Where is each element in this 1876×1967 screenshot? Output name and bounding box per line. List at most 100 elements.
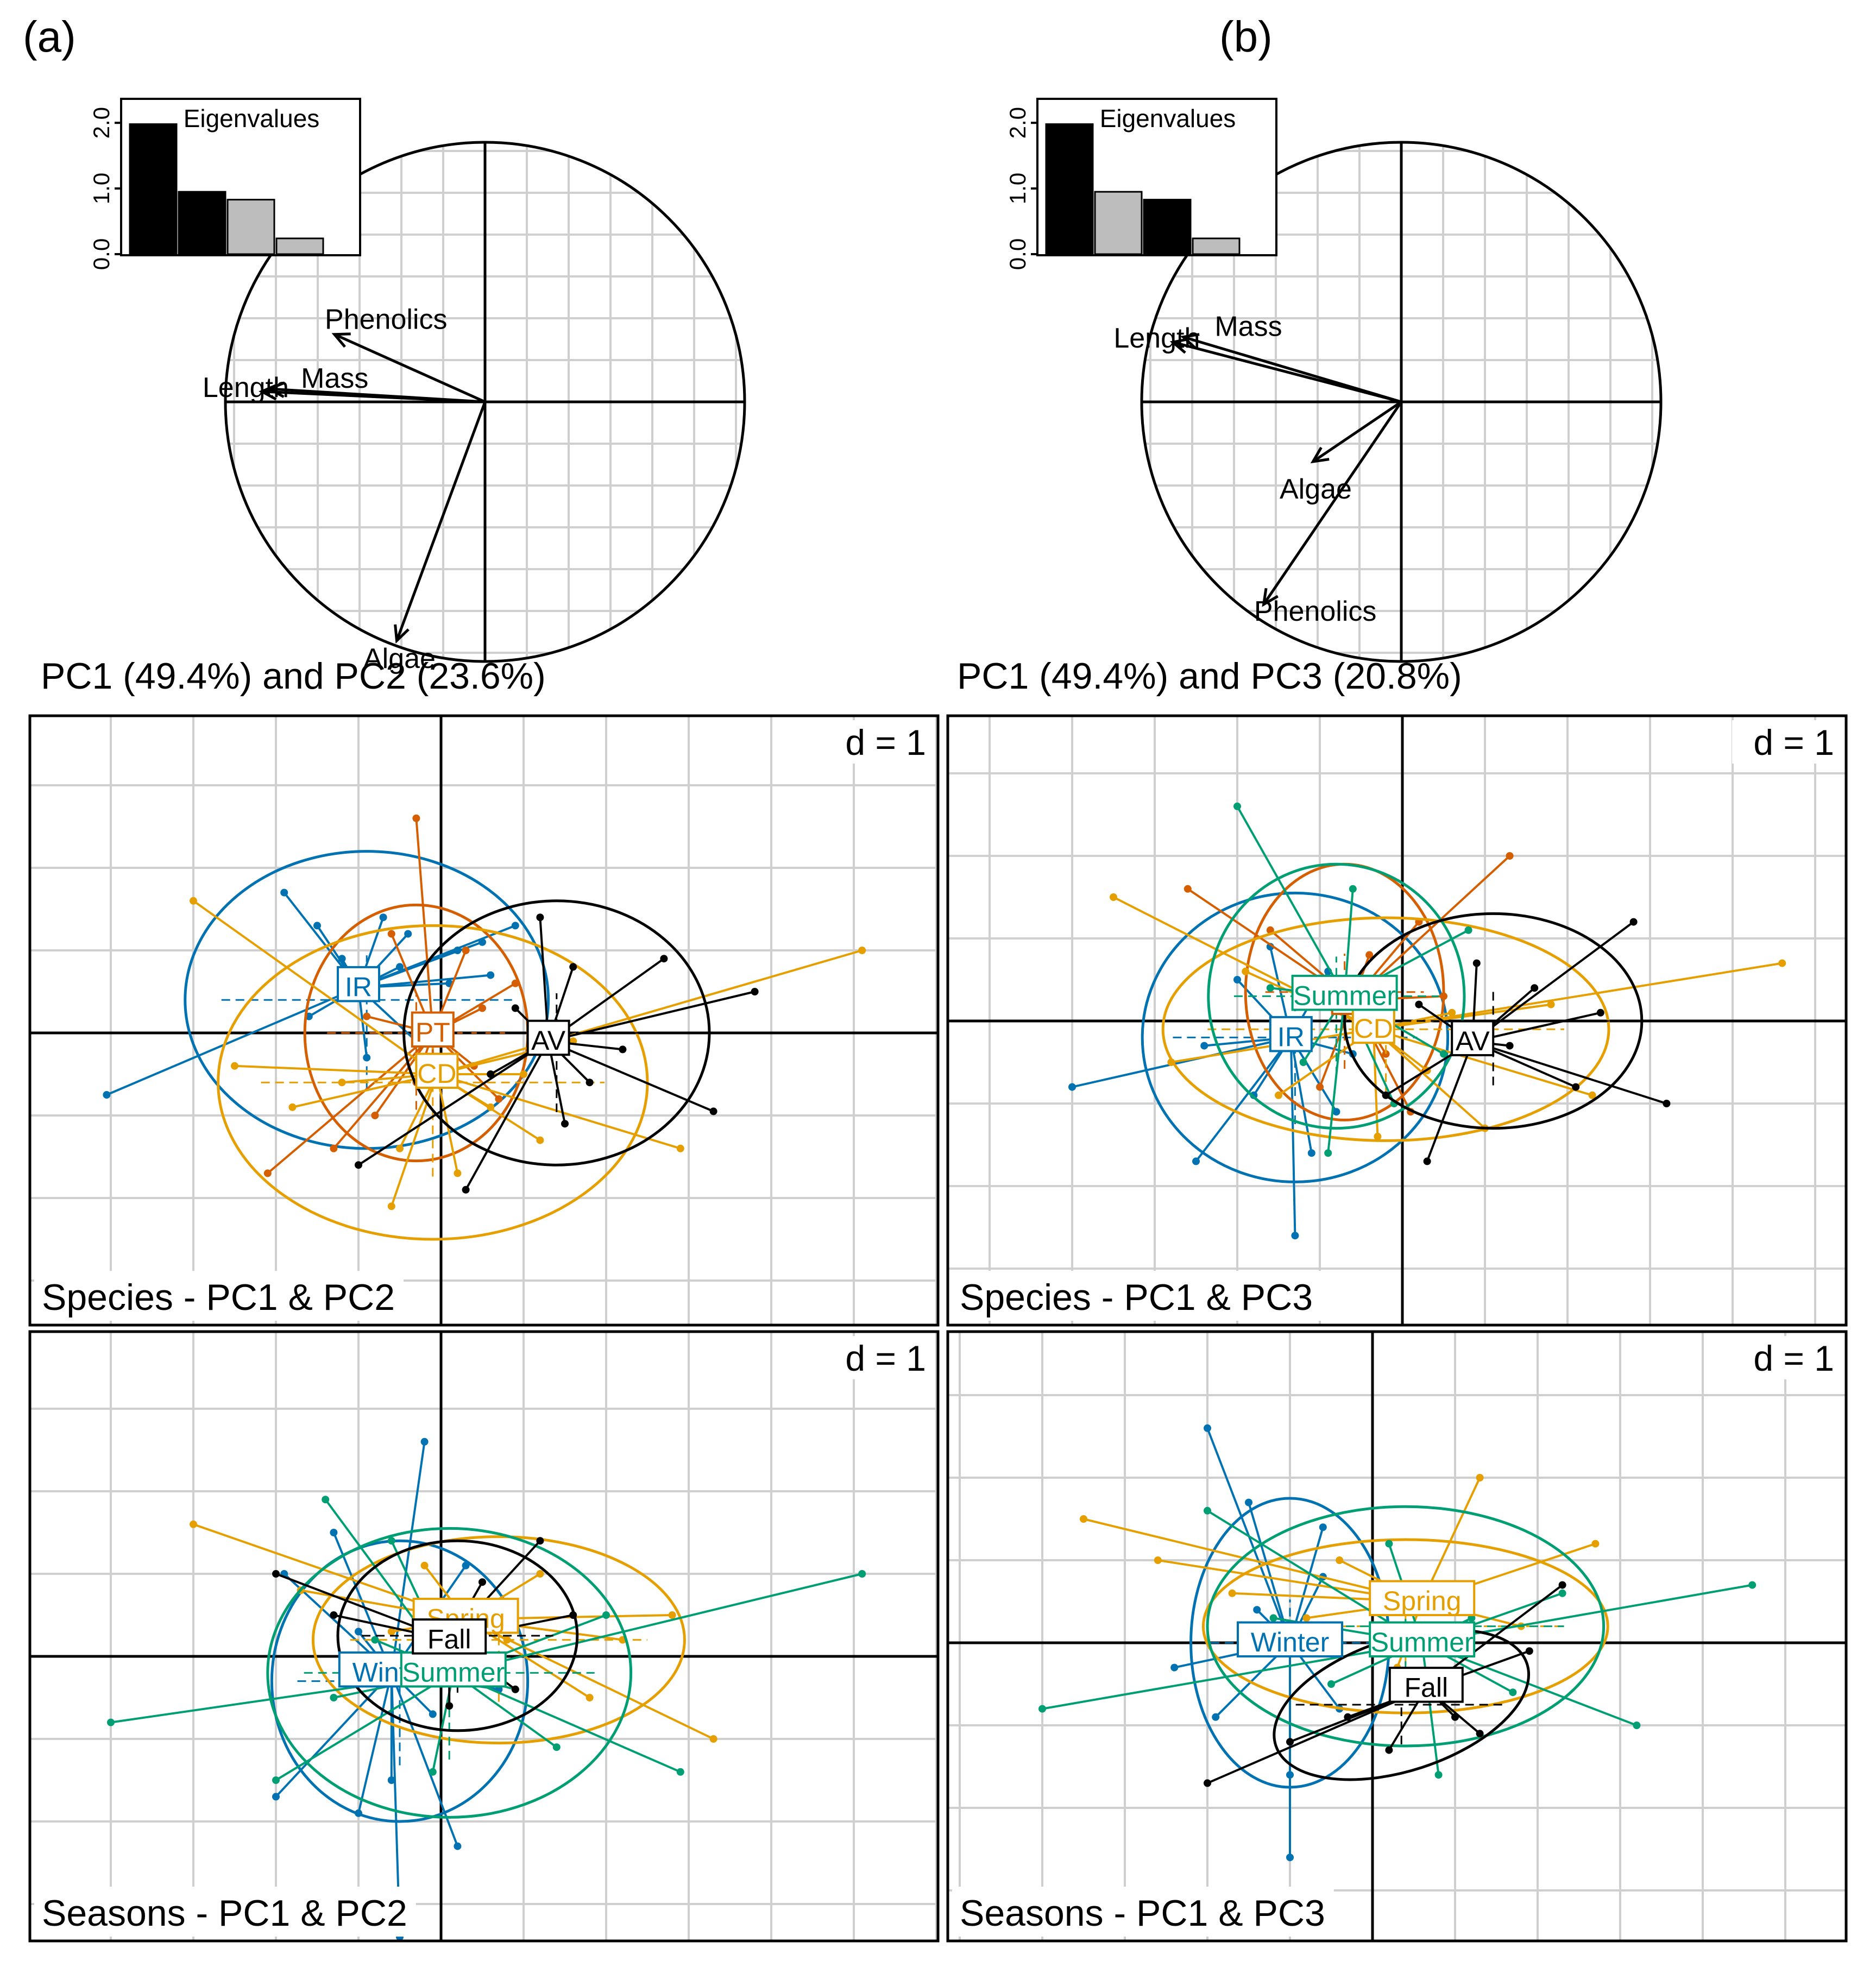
data-point	[1382, 1050, 1390, 1058]
panel-title-bg	[952, 1887, 1334, 1937]
data-point	[363, 1012, 371, 1020]
eigenvalue-bar	[1192, 237, 1241, 255]
eigenvalues-label: Eigenvalues	[184, 104, 320, 133]
data-point	[1423, 1157, 1431, 1165]
data-point	[1506, 1042, 1514, 1050]
star-segment	[1373, 1028, 1593, 1096]
star-segment	[1472, 1041, 1667, 1105]
panel-border	[28, 1330, 940, 1943]
data-point	[387, 930, 395, 938]
data-point	[1440, 1050, 1447, 1058]
panel-title: Seasons - PC1 & PC2	[42, 1893, 407, 1934]
data-point	[1344, 1713, 1352, 1721]
star-segment	[1421, 1642, 1440, 1775]
eigenvalue-bar	[178, 191, 226, 255]
scale-label: d = 1	[845, 1338, 926, 1378]
eigenvalue-bar	[275, 237, 324, 255]
group-ellipse-av	[1343, 912, 1644, 1130]
data-point	[1242, 967, 1250, 975]
group-ellipse-av	[402, 899, 711, 1167]
group-label-av: AV	[1456, 1026, 1490, 1056]
data-point	[1336, 1556, 1344, 1564]
data-point	[103, 1091, 111, 1099]
group-label-cd: CD	[1354, 1013, 1393, 1044]
data-point	[1299, 1058, 1307, 1066]
data-point	[660, 955, 668, 963]
data-point	[1183, 885, 1192, 893]
data-point	[1291, 1232, 1299, 1240]
data-point	[619, 1045, 627, 1054]
loading-arrow-mass	[1182, 336, 1402, 404]
data-point	[1385, 1540, 1393, 1548]
variable-label-mass: Mass	[1214, 311, 1282, 343]
panel-border	[946, 714, 1848, 1327]
group-label-box-av	[526, 1019, 570, 1056]
data-point	[1319, 1523, 1327, 1531]
data-point	[495, 1095, 503, 1103]
data-point	[1663, 1100, 1671, 1107]
data-point	[536, 1537, 544, 1545]
eigen-tick-label: 0.0	[1005, 238, 1030, 270]
species-pc1-pc2-plot: IR PT CD AV d = 1 Species - PC1 & PC2	[28, 714, 940, 1327]
eigenvalue-bar	[226, 199, 275, 255]
group-label-box-ir	[337, 966, 380, 1003]
data-point	[709, 1735, 717, 1743]
data-point	[536, 913, 544, 922]
data-point	[1509, 1688, 1517, 1697]
panel-content: IR PT CD AV	[30, 716, 938, 1325]
star-segment	[1373, 1028, 1486, 1130]
data-point	[1080, 1515, 1087, 1523]
data-point	[107, 1718, 115, 1726]
scale-label: d = 1	[1753, 722, 1834, 762]
data-point	[1212, 1713, 1220, 1721]
group-label-box-winter	[1237, 1621, 1343, 1657]
data-point	[420, 1561, 429, 1569]
circle-a-title: PC1 (49.4%) and PC2 (23.6%)	[41, 655, 546, 697]
data-point	[396, 963, 404, 971]
data-point	[387, 1537, 395, 1545]
eigenvalue-bar	[129, 123, 178, 255]
star-segment	[1207, 1687, 1427, 1785]
group-ellipse-spring	[311, 1535, 686, 1745]
group-label-box-cd	[1351, 1007, 1395, 1044]
group-label-fall: Fall	[1405, 1673, 1449, 1703]
data-point	[858, 1570, 866, 1578]
data-point	[462, 947, 470, 954]
data-point	[479, 1004, 486, 1012]
data-point	[1382, 1091, 1390, 1099]
data-point	[1266, 984, 1274, 992]
data-point	[1068, 1083, 1076, 1091]
data-point	[511, 922, 519, 930]
group-label-box-summer	[400, 1651, 507, 1688]
data-point	[487, 1103, 495, 1111]
star-segment	[390, 1074, 438, 1207]
data-point	[1633, 1722, 1641, 1729]
star-segment	[1373, 962, 1783, 1031]
data-point	[231, 1062, 238, 1070]
star-segment	[436, 949, 863, 1075]
variable-label-algae: Algae	[363, 643, 436, 674]
data-point	[1472, 959, 1481, 967]
data-point	[858, 947, 866, 954]
data-point	[569, 1611, 577, 1619]
star-segment	[1042, 1642, 1422, 1710]
eigenvalues-label: Eigenvalues	[1100, 104, 1236, 133]
data-point	[511, 979, 519, 987]
data-point	[355, 1161, 362, 1169]
panel-title-bg	[34, 1887, 416, 1937]
star-segment	[1472, 921, 1634, 1043]
arrowhead	[1180, 333, 1200, 349]
data-point	[445, 1702, 454, 1710]
star-segment	[106, 986, 359, 1096]
data-point	[272, 1776, 280, 1784]
group-label-ir: IR	[345, 972, 372, 1002]
panel-title: Seasons - PC1 & PC3	[960, 1893, 1325, 1934]
variable-label-mass: Mass	[301, 363, 368, 394]
data-point	[1591, 1540, 1600, 1548]
panel-title-bg	[952, 1271, 1322, 1321]
data-point	[1302, 1614, 1311, 1622]
star-segment	[547, 1040, 714, 1113]
